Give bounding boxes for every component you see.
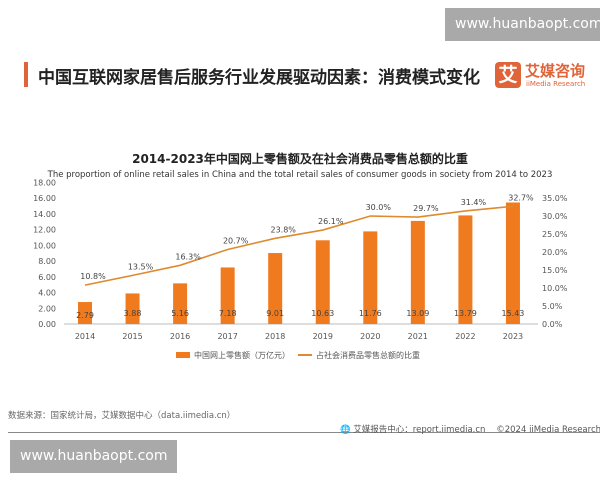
bar-label: 15.43 xyxy=(501,309,524,318)
x-tick-label: 2020 xyxy=(360,332,380,341)
line-label: 13.5% xyxy=(128,262,154,271)
logo-icon: 艾 xyxy=(495,62,521,88)
bar-label: 2.79 xyxy=(76,311,94,320)
line-label: 29.7% xyxy=(413,204,439,213)
bar-label: 13.09 xyxy=(406,309,429,318)
page-title: 中国互联网家居售后服务行业发展驱动因素：消费模式变化 xyxy=(38,68,480,88)
left-tick-label: 12.00 xyxy=(33,226,56,235)
bar xyxy=(315,240,330,324)
logo-text: 艾媒咨询 xyxy=(525,62,586,80)
bar-label: 7.18 xyxy=(219,309,237,318)
line-label: 26.1% xyxy=(318,217,344,226)
bar-label: 11.76 xyxy=(359,309,382,318)
x-tick-label: 2017 xyxy=(217,332,237,341)
right-tick-label: 20.0% xyxy=(542,248,568,257)
bar xyxy=(125,293,140,324)
watermark-bottom: www.huanbaopt.com xyxy=(10,440,178,473)
legend-bar-label: 中国网上零售额（万亿元） xyxy=(194,350,290,360)
report-link[interactable]: 艾媒报告中心：report.iimedia.cn xyxy=(353,425,486,435)
x-tick-label: 2018 xyxy=(265,332,285,341)
right-tick-label: 0.0% xyxy=(542,320,563,329)
chart-subtitle: The proportion of online retail sales in… xyxy=(47,170,553,180)
bar-label: 5.16 xyxy=(171,309,189,318)
bar xyxy=(268,253,283,324)
left-tick-label: 16.00 xyxy=(33,194,56,203)
bar-label: 3.88 xyxy=(124,309,142,318)
right-tick-label: 35.0% xyxy=(542,194,568,203)
bar xyxy=(458,215,473,324)
bar xyxy=(173,283,188,324)
legend-bar-swatch xyxy=(176,352,190,358)
right-tick-label: 15.0% xyxy=(542,266,568,275)
x-tick-label: 2021 xyxy=(408,332,428,341)
legend-line-label: 占社会消费品零售总额的比重 xyxy=(316,350,420,360)
bar xyxy=(363,231,378,324)
line-label: 30.0% xyxy=(366,203,392,212)
left-tick-label: 18.00 xyxy=(33,178,56,187)
bar xyxy=(220,267,235,324)
line-label: 10.8% xyxy=(80,272,106,281)
bar xyxy=(78,302,92,324)
x-tick-label: 2019 xyxy=(313,332,333,341)
left-tick-label: 8.00 xyxy=(38,257,56,266)
logo-subtext: iiMedia Research xyxy=(526,80,586,88)
right-tick-label: 5.0% xyxy=(542,302,563,311)
x-tick-label: 2016 xyxy=(170,332,190,341)
title-accent-bar xyxy=(24,62,28,87)
left-tick-label: 14.00 xyxy=(33,210,56,219)
copyright: ©2024 iiMedia Research Inc xyxy=(496,425,600,435)
line-label: 20.7% xyxy=(223,236,249,245)
left-tick-label: 0.00 xyxy=(38,320,56,329)
left-tick-label: 4.00 xyxy=(38,289,56,298)
bar-label: 13.79 xyxy=(454,309,477,318)
watermark-top: www.huanbaopt.com xyxy=(445,8,600,41)
x-tick-label: 2022 xyxy=(455,332,475,341)
footer: 🌐 艾媒报告中心：report.iimedia.cn ©2024 iiMedia… xyxy=(340,423,600,435)
bar xyxy=(505,202,520,324)
line-label: 23.8% xyxy=(270,225,296,234)
bar xyxy=(410,220,425,324)
chart: 0.00 2.00 4.00 6.00 8.00 10.00 12.00 14.00 16.00… xyxy=(33,178,568,360)
right-tick-label: 30.0% xyxy=(542,212,568,221)
globe-icon: 🌐 xyxy=(340,425,351,435)
chart-title: 2014-2023年中国网上零售额及在社会消费品零售总额的比重 xyxy=(132,152,468,166)
line-label: 32.7% xyxy=(508,193,534,202)
line-label: 16.3% xyxy=(175,252,201,261)
line-label: 31.4% xyxy=(461,198,487,207)
x-tick-label: 2023 xyxy=(503,332,523,341)
left-tick-label: 2.00 xyxy=(38,304,56,313)
right-tick-label: 25.0% xyxy=(542,230,568,239)
x-tick-label: 2015 xyxy=(122,332,142,341)
line-series xyxy=(84,205,514,286)
x-tick-label: 2014 xyxy=(75,332,95,341)
footer-divider xyxy=(8,432,600,433)
bar-label: 10.63 xyxy=(311,309,334,318)
bar-label: 9.01 xyxy=(266,309,284,318)
left-tick-label: 6.00 xyxy=(38,273,56,282)
right-tick-label: 10.0% xyxy=(542,284,568,293)
left-tick-label: 10.00 xyxy=(33,241,56,250)
data-source: 数据来源：国家统计局，艾媒数据中心（data.iimedia.cn） xyxy=(8,411,236,421)
